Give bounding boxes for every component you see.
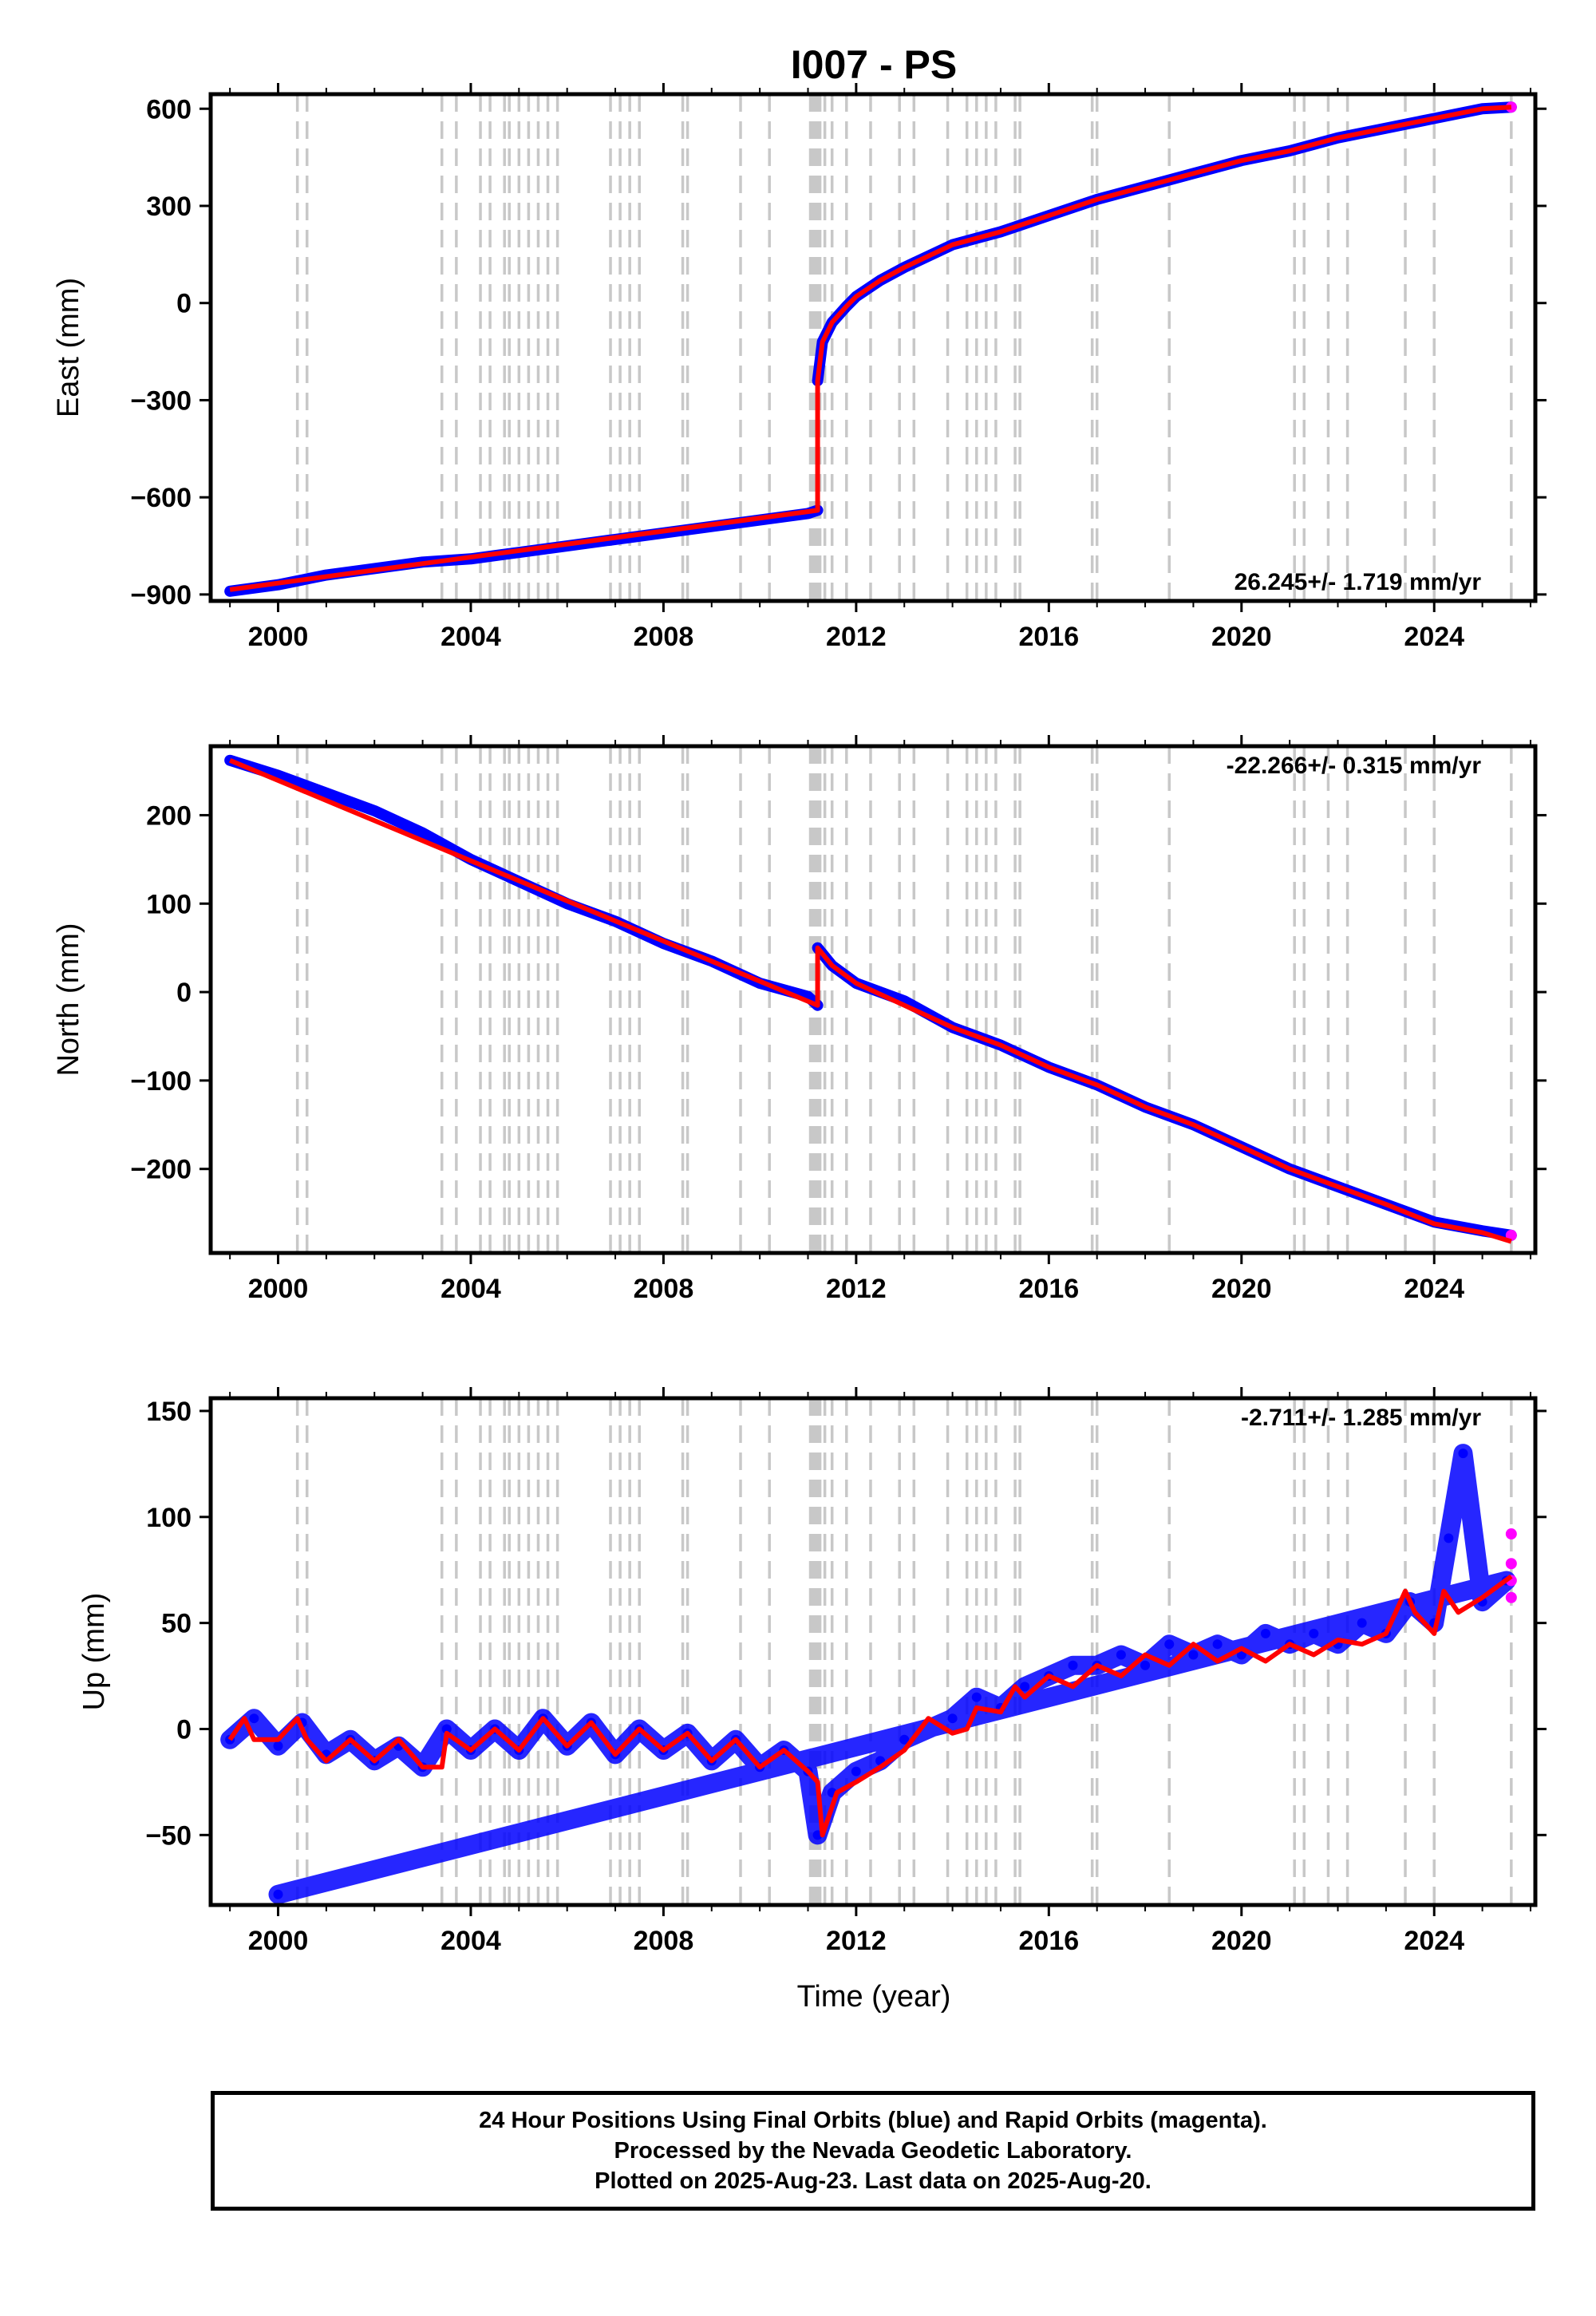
y-tick-label: −300 — [130, 385, 192, 416]
data-point — [273, 1889, 283, 1899]
x-tick-label: 2020 — [1211, 1926, 1272, 1956]
footer-line-processed: Processed by the Nevada Geodetic Laborat… — [614, 2138, 1132, 2164]
data-point — [1212, 1639, 1223, 1650]
data-point — [1505, 1558, 1517, 1570]
x-tick-label: 2020 — [1211, 622, 1272, 652]
data-point — [1357, 1618, 1367, 1628]
y-tick-label: −200 — [130, 1155, 192, 1185]
x-tick-label: 2000 — [248, 622, 309, 652]
data-point — [1309, 1628, 1319, 1638]
east-rate-label: 26.245+/- 1.719 mm/yr — [1235, 569, 1482, 595]
x-tick-label: 2000 — [248, 1926, 309, 1956]
x-tick-label: 2008 — [634, 622, 694, 652]
up-y-axis-label: Up (mm) — [77, 1593, 111, 1711]
footer-line-orbits: 24 Hour Positions Using Final Orbits (bl… — [479, 2108, 1267, 2133]
panels: 2000 2004 2008 2012 2016 2020 2024−900−600−300… — [52, 83, 1547, 1956]
footer-box: 24 Hour Positions Using Final Orbits (bl… — [211, 2091, 1535, 2211]
north-panel: 2000 2004 2008 2012 2016 2020 2024 −200 −100 0 100… — [52, 735, 1547, 1304]
x-tick-label: 2024 — [1404, 1926, 1464, 1956]
figure-title: I007 - PS — [791, 42, 957, 87]
data-point — [321, 788, 331, 798]
series-trace — [812, 942, 1517, 1241]
data-point — [971, 1692, 982, 1702]
east-frame — [208, 92, 1538, 603]
east-event-lines — [295, 94, 1513, 601]
y-tick-label: −100 — [130, 1066, 192, 1097]
data-point — [273, 1741, 283, 1751]
north-event-lines — [295, 746, 1513, 1253]
x-tick-label: 2016 — [1019, 1926, 1080, 1956]
data-point — [1068, 1660, 1078, 1670]
y-tick-label: 600 — [146, 94, 192, 124]
y-tick-label: 200 — [146, 800, 192, 831]
up-data — [220, 1444, 1517, 1904]
data-point — [1164, 1639, 1175, 1650]
x-tick-label: 2000 — [248, 1274, 309, 1304]
east-data — [224, 101, 1517, 597]
data-point — [1020, 1682, 1030, 1692]
y-tick-label: 50 — [161, 1609, 192, 1639]
north-rate-label: -22.266+/- 0.315 mm/yr — [1227, 753, 1482, 779]
data-point — [1505, 1591, 1517, 1603]
x-tick-label: 2012 — [826, 1274, 887, 1304]
data-point — [947, 1713, 958, 1724]
up-event-lines — [295, 1398, 1513, 1905]
y-tick-label: 0 — [176, 1714, 192, 1745]
data-point — [1444, 1533, 1454, 1543]
x-tick-label: 2020 — [1211, 1274, 1272, 1304]
east-panel: 2000 2004 2008 2012 2016 2020 2024 −900 −600 −300… — [52, 83, 1547, 652]
x-tick-label: 2008 — [634, 1274, 694, 1304]
model-line — [227, 1574, 1513, 1838]
data-point — [249, 1713, 259, 1724]
x-tick-label: 2004 — [440, 622, 501, 652]
y-tick-label: 150 — [146, 1397, 192, 1427]
data-point — [369, 805, 380, 816]
up-rate-label: -2.711+/- 1.285 mm/yr — [1241, 1405, 1481, 1431]
y-tick-label: 0 — [176, 978, 192, 1008]
north-frame — [208, 744, 1538, 1255]
model-line — [229, 105, 1511, 592]
data-point — [441, 1724, 452, 1734]
data-point — [1458, 1448, 1468, 1459]
x-tick-label: 2016 — [1019, 1274, 1080, 1304]
footer-line-plotted: Plotted on 2025-Aug-23. Last data on 202… — [595, 2168, 1152, 2194]
x-tick-label: 2012 — [826, 622, 887, 652]
data-point — [1140, 1660, 1151, 1670]
x-tick-label: 2004 — [440, 1926, 501, 1956]
north-data — [224, 754, 1517, 1244]
y-tick-label: −900 — [130, 580, 192, 611]
data-point — [851, 1766, 861, 1777]
data-point — [899, 1734, 910, 1745]
y-tick-label: 0 — [176, 289, 192, 319]
x-axis-label: Time (year) — [797, 1980, 951, 2014]
y-tick-label: −50 — [145, 1820, 192, 1851]
y-tick-label: 100 — [146, 889, 192, 919]
y-tick-label: 100 — [146, 1503, 192, 1533]
data-point — [417, 828, 428, 838]
north-y-axis-label: North (mm) — [52, 923, 85, 1076]
east-y-axis-label: East (mm) — [52, 278, 85, 417]
up-frame — [208, 1396, 1538, 1907]
data-point — [1260, 1628, 1270, 1638]
data-point — [1505, 1528, 1517, 1540]
x-tick-label: 2012 — [826, 1926, 887, 1956]
series-trace — [220, 1444, 1516, 1904]
x-tick-label: 2024 — [1404, 622, 1464, 652]
model-line — [228, 757, 1512, 1244]
y-tick-label: 300 — [146, 192, 192, 222]
data-point — [1188, 1650, 1199, 1660]
x-tick-label: 2024 — [1404, 1274, 1464, 1304]
data-point — [1505, 1229, 1517, 1241]
x-tick-label: 2004 — [440, 1274, 501, 1304]
up-panel: 2000 2004 2008 2012 2016 2020 2024 −50 0 50 100 150… — [77, 1387, 1547, 1956]
data-point — [1116, 1650, 1126, 1660]
y-tick-label: −600 — [130, 483, 192, 513]
x-tick-label: 2016 — [1019, 622, 1080, 652]
x-tick-label: 2008 — [634, 1926, 694, 1956]
series-trace — [812, 101, 1517, 387]
